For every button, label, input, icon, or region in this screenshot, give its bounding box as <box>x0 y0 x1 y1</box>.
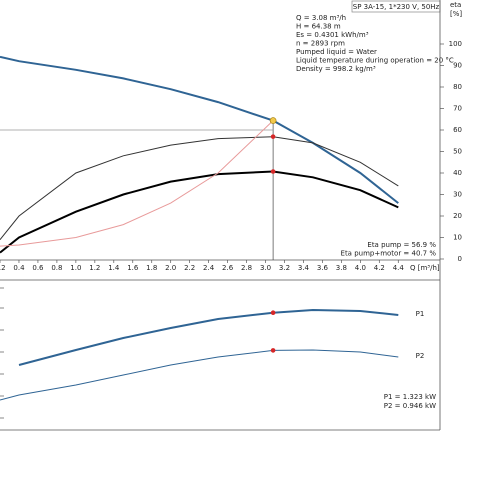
info-line: Density = 998.2 kg/m³ <box>296 65 376 73</box>
x-tick-label: 4.0 <box>355 264 366 272</box>
y-tick-label: 80 <box>453 83 462 91</box>
x-tick-label: 2.2 <box>184 264 195 272</box>
x-tick-label: 3.2 <box>279 264 290 272</box>
x-tick-label: 3.4 <box>298 264 310 272</box>
readout: P1 = 1.323 kW <box>384 393 436 401</box>
info-line: Q = 3.08 m³/h <box>296 14 346 22</box>
x-tick-label: 1.8 <box>146 264 157 272</box>
info-line: Pumped liquid = Water <box>296 48 377 56</box>
y-tick-label: 60 <box>453 126 462 134</box>
y-tick-label: 90 <box>453 62 462 70</box>
y-axis-label: eta <box>450 1 461 9</box>
info-line: Es = 0.4301 kWh/m³ <box>296 31 369 39</box>
series-line <box>0 349 399 401</box>
y-tick-label: 100 <box>449 40 462 48</box>
x-tick-label: 4.2 <box>374 264 385 272</box>
x-tick-label: 0.4 <box>13 264 25 272</box>
annotation: Eta pump+motor = 40.7 % <box>341 250 437 258</box>
y-tick-label: 0 <box>458 255 462 263</box>
annotation: Eta pump = 56.9 % <box>367 241 436 249</box>
x-tick-label: 3.8 <box>336 264 347 272</box>
x-tick-label: 1.2 <box>89 264 100 272</box>
y-tick-label: 40 <box>453 169 462 177</box>
info-line: n = 2893 rpm <box>296 40 345 48</box>
duty-dot <box>270 169 276 174</box>
readout: P2 = 0.946 kW <box>384 402 436 410</box>
chart-title: SP 3A-15, 1*230 V, 50Hz <box>353 3 440 11</box>
x-tick-label: 0.8 <box>51 264 62 272</box>
x-tick-label: 3.6 <box>317 264 329 272</box>
info-line: H = 64.38 m <box>296 23 341 31</box>
x-tick-label: 2.8 <box>241 264 252 272</box>
y-tick-label: 70 <box>453 105 462 113</box>
x-axis-label: Q [m³/h] <box>410 264 440 272</box>
duty-dot <box>270 348 276 353</box>
duty-dot <box>270 134 276 139</box>
x-tick-label: 2.0 <box>165 264 176 272</box>
x-tick-label: 1.0 <box>70 264 81 272</box>
y-tick-label: 30 <box>453 191 462 199</box>
duty-dot <box>270 310 276 316</box>
y-tick-label: 20 <box>453 212 462 220</box>
legend-label: P2 <box>416 352 425 360</box>
duty-point <box>269 117 277 124</box>
x-tick-label: 1.4 <box>108 264 120 272</box>
info-line: Liquid temperature during operation = 20… <box>296 57 454 65</box>
y-axis-label: [%] <box>450 10 462 18</box>
y-tick-label: 10 <box>453 234 462 242</box>
x-tick-label: 0.6 <box>32 264 44 272</box>
x-tick-label: 1.6 <box>127 264 139 272</box>
y-tick-label: 50 <box>453 148 462 156</box>
x-tick-label: 0.2 <box>0 264 6 272</box>
series-line <box>0 136 399 241</box>
x-tick-label: 2.4 <box>203 264 215 272</box>
series-line <box>18 308 399 366</box>
series-line <box>0 55 399 204</box>
x-tick-label: 3.0 <box>260 264 271 272</box>
x-tick-label: 2.6 <box>222 264 234 272</box>
x-tick-label: 4.4 <box>393 264 405 272</box>
series-line <box>0 120 274 247</box>
legend-label: P1 <box>416 310 425 318</box>
series-line <box>0 170 399 254</box>
